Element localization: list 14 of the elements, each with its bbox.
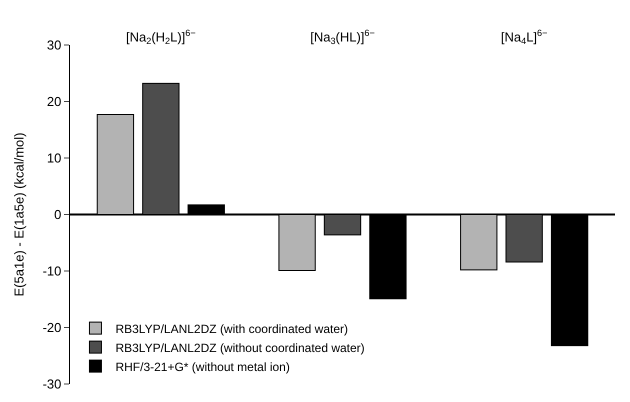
y-tick-label: -30 — [42, 376, 62, 392]
legend-label: RHF/3-21+G* (without metal ion) — [115, 360, 290, 374]
y-axis-title: E(5a1e) - E(1a5e) (kcal/mol) — [12, 132, 27, 296]
y-tick-label: 10 — [46, 150, 62, 166]
y-tick-label: 30 — [46, 38, 62, 53]
x-tick-label: [Na$_{4}$L]$^{6−}$ — [500, 28, 548, 46]
x-tick-label: [Na$_{3}$(HL)]$^{6−}$ — [310, 28, 375, 46]
legend-label: RB3LYP/LANL2DZ (with coordinated water) — [115, 322, 348, 336]
x-tick-label: [Na$_{2}$(H$_{2}$L)]$^{6−}$ — [126, 28, 196, 46]
y-tick-label: 20 — [46, 94, 62, 110]
y-tick-label: -20 — [42, 320, 62, 336]
legend-label: RB3LYP/LANL2DZ (without coordinated water) — [115, 340, 365, 355]
y-tick-label: -10 — [42, 264, 62, 279]
y-tick-label: 0 — [54, 207, 62, 222]
